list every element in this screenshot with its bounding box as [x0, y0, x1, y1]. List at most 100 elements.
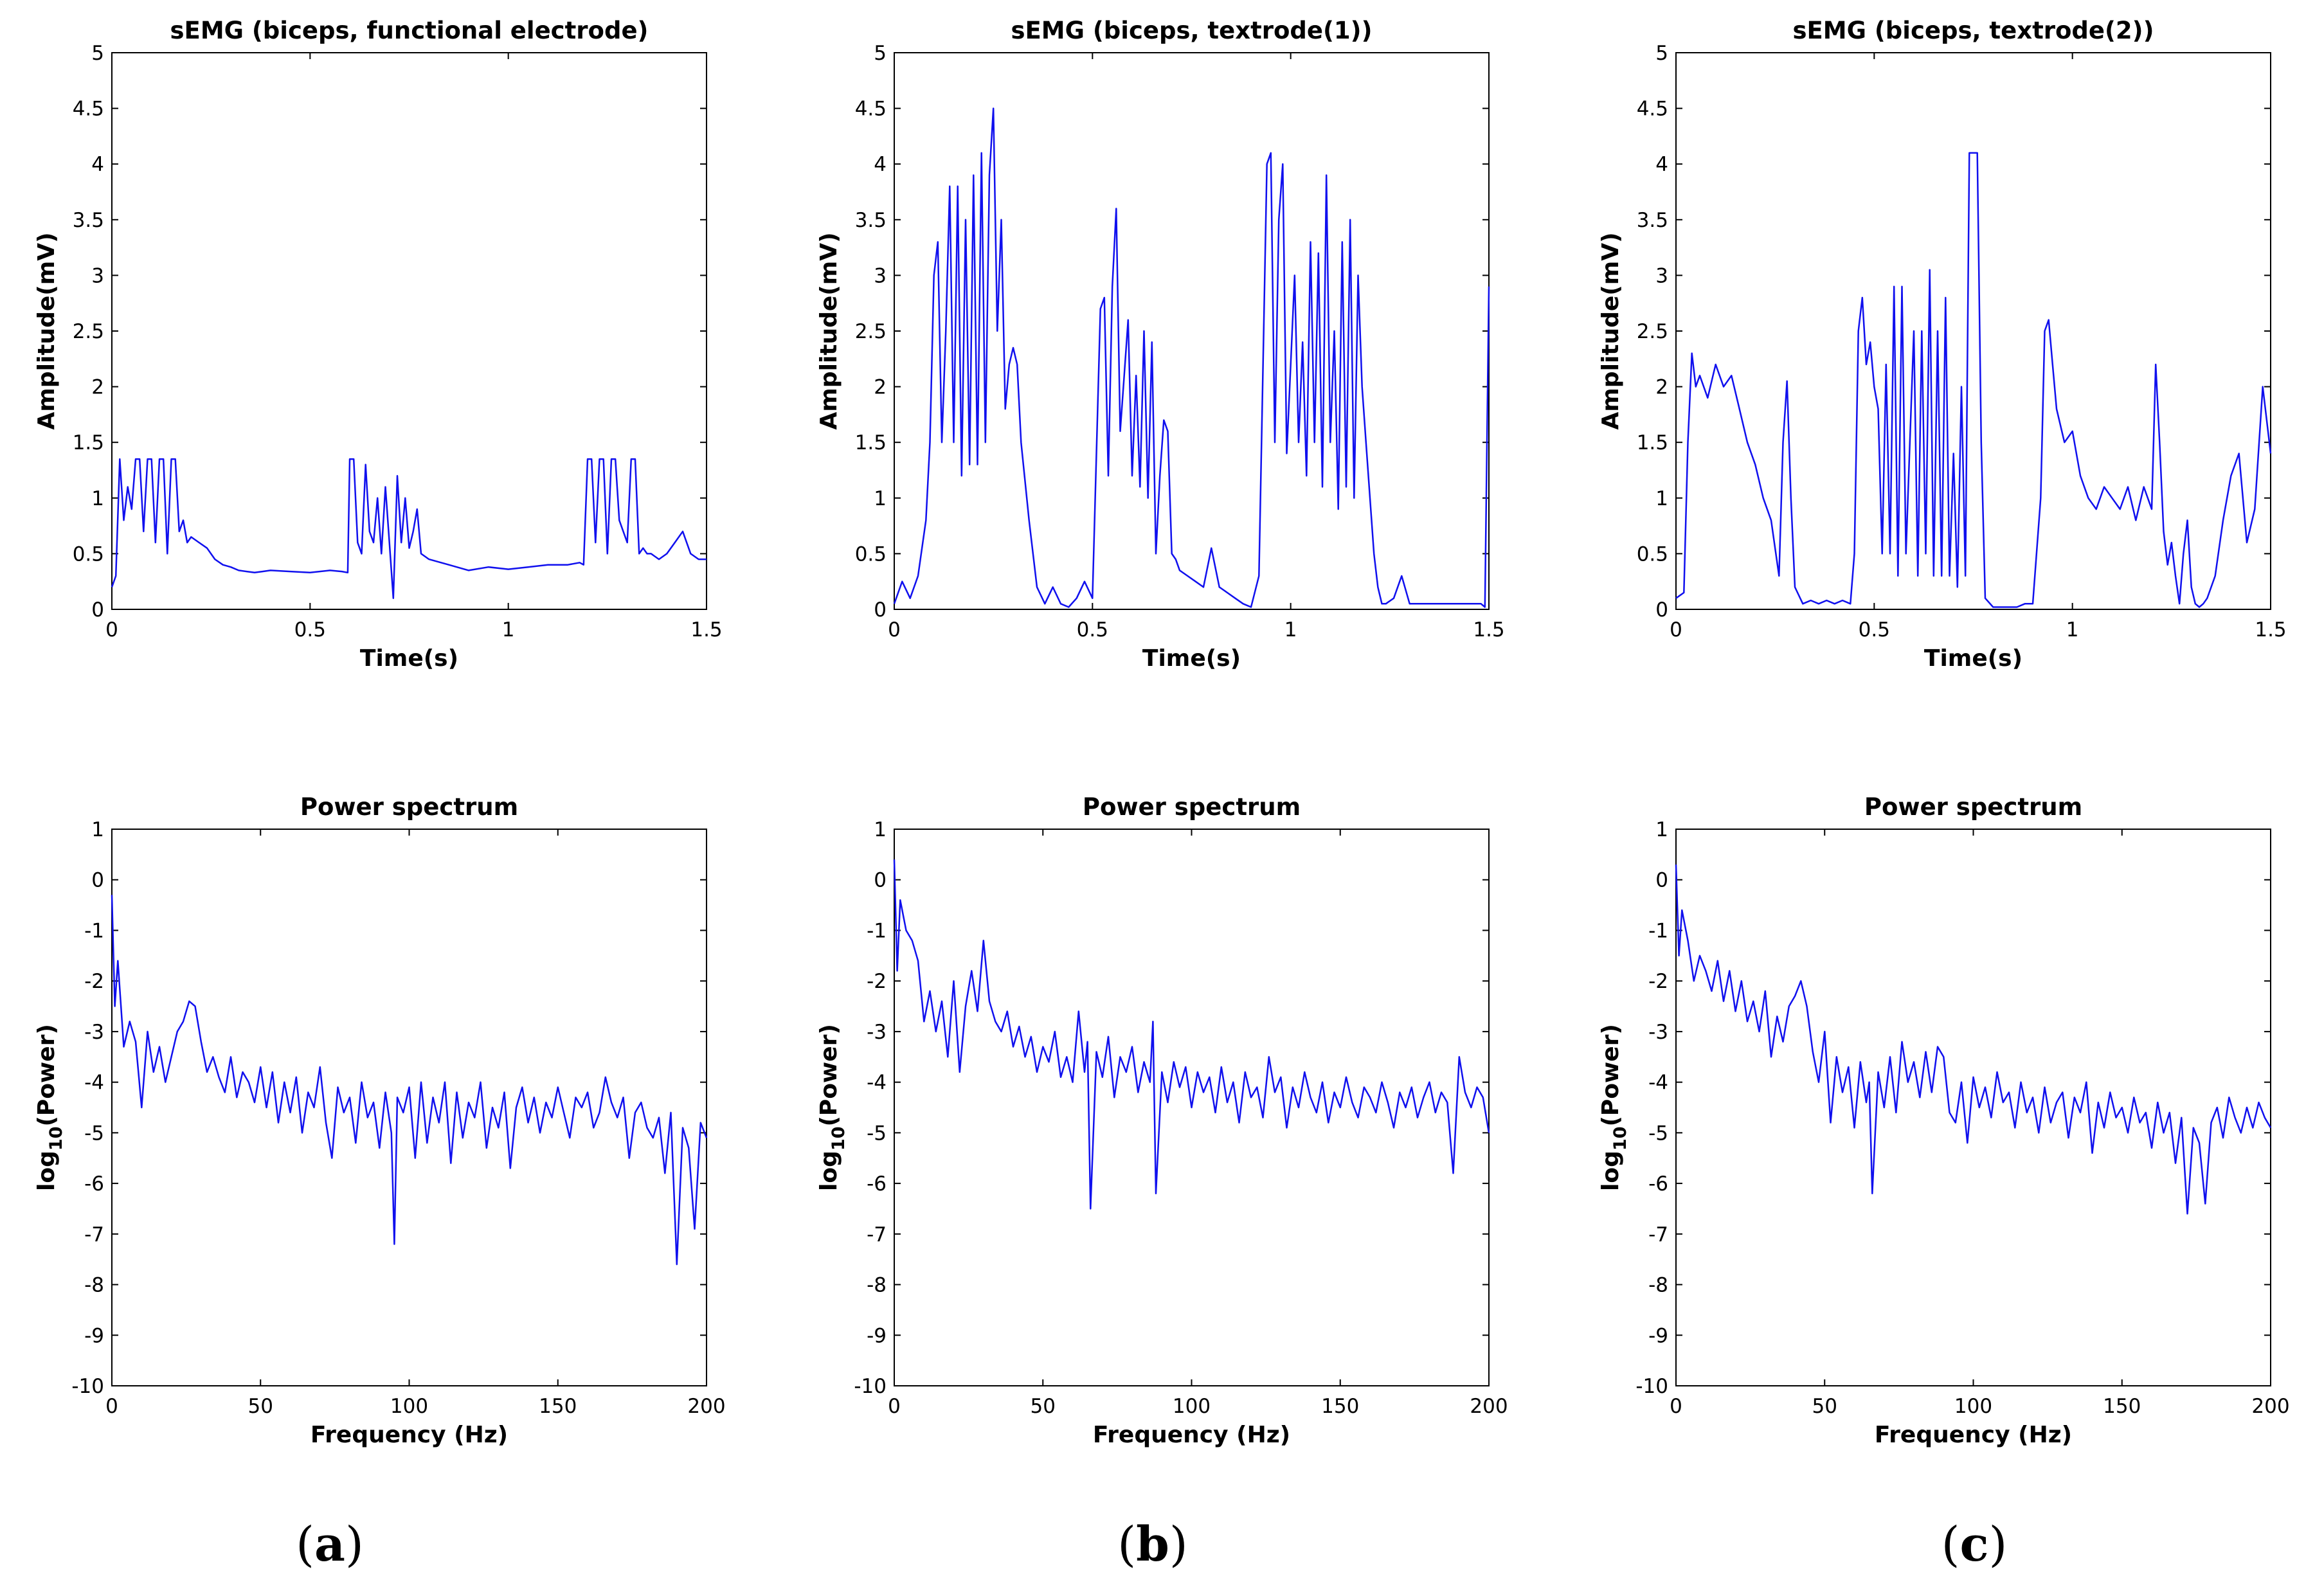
y-tick-label: 4.5	[1637, 98, 1668, 121]
y-tick-label: -3	[867, 1021, 887, 1044]
x-tick-label: 1.5	[690, 618, 722, 641]
series-line-1	[893, 107, 1490, 608]
chart-6: 0 50 100 150 200-10-9-8-7-6-5-4-3-2-101Power…	[1598, 793, 2290, 1448]
y-tick-label: -10	[1635, 1375, 1668, 1398]
series-line-1	[111, 895, 708, 1266]
y-tick-label: -8	[84, 1274, 104, 1297]
y-tick-label: 2.5	[1637, 320, 1668, 343]
y-axis-label: Amplitude(mV)	[816, 232, 842, 429]
chart-5: 0 50 100 150 200-10-9-8-7-6-5-4-3-2-101Power…	[816, 793, 1508, 1448]
x-axis-label: Frequency (Hz)	[1875, 1422, 2072, 1448]
y-tick-label: -1	[1648, 919, 1668, 942]
chart-title: sEMG (biceps, textrode(1))	[1011, 17, 1373, 44]
y-axis-label: log10(Power)	[33, 1024, 66, 1191]
x-tick-label: 1	[2066, 618, 2079, 641]
y-tick-label: 2	[1655, 376, 1668, 399]
chart-4: 0 50 100 150 200-10-9-8-7-6-5-4-3-2-101Power…	[33, 793, 726, 1448]
y-tick-label: 0	[874, 598, 887, 622]
y-tick-label: 2.5	[73, 320, 104, 343]
x-tick-label: 0	[105, 1395, 118, 1418]
y-tick-label: 0	[91, 598, 104, 622]
series-line-1	[1675, 865, 2272, 1215]
y-tick-label: 0.5	[73, 542, 104, 566]
y-tick-label: -8	[1648, 1274, 1668, 1297]
y-tick-label: -2	[867, 970, 887, 993]
y-axis-label: Amplitude(mV)	[33, 232, 60, 429]
chart-title: sEMG (biceps, textrode(2))	[1793, 17, 2154, 44]
y-axis-label: log10(Power)	[1598, 1024, 1630, 1191]
x-tick-label: 100	[1173, 1395, 1211, 1418]
x-axis-label: Frequency (Hz)	[1093, 1422, 1290, 1448]
y-tick-label: -9	[84, 1324, 104, 1347]
y-axis-label: Amplitude(mV)	[1598, 232, 1624, 429]
y-tick-label: -6	[1648, 1172, 1668, 1196]
y-tick-label: -5	[84, 1122, 104, 1145]
y-tick-label: 0.5	[855, 542, 887, 566]
x-tick-label: 0	[888, 1395, 901, 1418]
x-axis-label: Time(s)	[1142, 645, 1241, 672]
x-tick-label: 0.5	[294, 618, 326, 641]
y-tick-label: -4	[867, 1071, 887, 1095]
x-axis-label: Time(s)	[360, 645, 458, 672]
y-tick-label: 5	[874, 42, 887, 65]
y-tick-label: -4	[84, 1071, 104, 1095]
chart-3: 0 0.5 1 1.5 0 0.5 1 1.5 2 2.5 3 3.5 4 4.5 5 sEMG (bicep…	[1598, 17, 2287, 672]
plot-frame	[111, 52, 707, 610]
x-axis-label: Time(s)	[1924, 645, 2022, 672]
x-tick-label: 200	[687, 1395, 725, 1418]
plot-frame	[111, 829, 707, 1386]
y-tick-label: -2	[1648, 970, 1668, 993]
x-tick-label: 200	[1470, 1395, 1508, 1418]
y-tick-label: 4	[1655, 153, 1668, 176]
y-tick-label: 1	[91, 487, 104, 510]
panel-label-b: (b)	[1117, 1517, 1188, 1572]
y-tick-label: -10	[854, 1375, 887, 1398]
y-tick-label: -2	[84, 970, 104, 993]
y-tick-label: 5	[1655, 42, 1668, 65]
y-tick-label: 2	[874, 376, 887, 399]
y-tick-label: -3	[1648, 1021, 1668, 1044]
x-tick-label: 50	[248, 1395, 273, 1418]
x-tick-label: 150	[539, 1395, 577, 1418]
y-tick-label: -8	[867, 1274, 887, 1297]
chart-1: 0 0.5 1 1.5 0 0.5 1 1.5 2 2.5 3 3.5 4 4.5 5 sEMG (bicep…	[33, 17, 723, 672]
x-tick-label: 150	[1321, 1395, 1359, 1418]
panel-label-a: (a)	[296, 1517, 364, 1572]
x-tick-label: 150	[2103, 1395, 2141, 1418]
y-tick-label: -7	[1648, 1223, 1668, 1246]
y-tick-label: 2.5	[855, 320, 887, 343]
y-tick-label: -9	[1648, 1324, 1668, 1347]
x-tick-label: 0	[105, 618, 118, 641]
y-tick-label: -5	[1648, 1122, 1668, 1145]
y-tick-label: 4.5	[855, 98, 887, 121]
y-tick-label: -7	[867, 1223, 887, 1246]
x-tick-label: 100	[390, 1395, 428, 1418]
y-tick-label: 1	[91, 818, 104, 841]
y-tick-label: -4	[1648, 1071, 1668, 1095]
x-tick-label: 1.5	[2255, 618, 2286, 641]
y-tick-label: 2	[91, 376, 104, 399]
plot-frame	[1675, 829, 2271, 1386]
y-tick-label: 3.5	[1637, 209, 1668, 232]
y-tick-label: 1.5	[855, 431, 887, 454]
chart-2: 0 0.5 1 1.5 0 0.5 1 1.5 2 2.5 3 3.5 4 4.5 5 sEMG (bicep…	[816, 17, 1505, 672]
x-tick-label: 0	[1670, 1395, 1682, 1418]
y-tick-label: 1	[1655, 487, 1668, 510]
x-tick-label: 1	[1284, 618, 1297, 641]
x-tick-label: 1.5	[1473, 618, 1504, 641]
x-tick-label: 0	[888, 618, 901, 641]
y-tick-label: -9	[867, 1324, 887, 1347]
y-tick-label: 1.5	[1637, 431, 1668, 454]
plot-frame	[1675, 52, 2271, 610]
y-tick-label: 3	[874, 264, 887, 287]
y-tick-label: 4	[91, 153, 104, 176]
x-tick-label: 1	[502, 618, 515, 641]
y-tick-label: 0	[874, 869, 887, 892]
y-tick-label: -5	[867, 1122, 887, 1145]
y-tick-label: -1	[867, 919, 887, 942]
series-line-1	[111, 458, 707, 599]
chart-title: Power spectrum	[1083, 793, 1301, 821]
chart-title: sEMG (biceps, functional electrode)	[170, 17, 649, 44]
y-tick-label: 1	[874, 818, 887, 841]
x-tick-label: 50	[1812, 1395, 1837, 1418]
